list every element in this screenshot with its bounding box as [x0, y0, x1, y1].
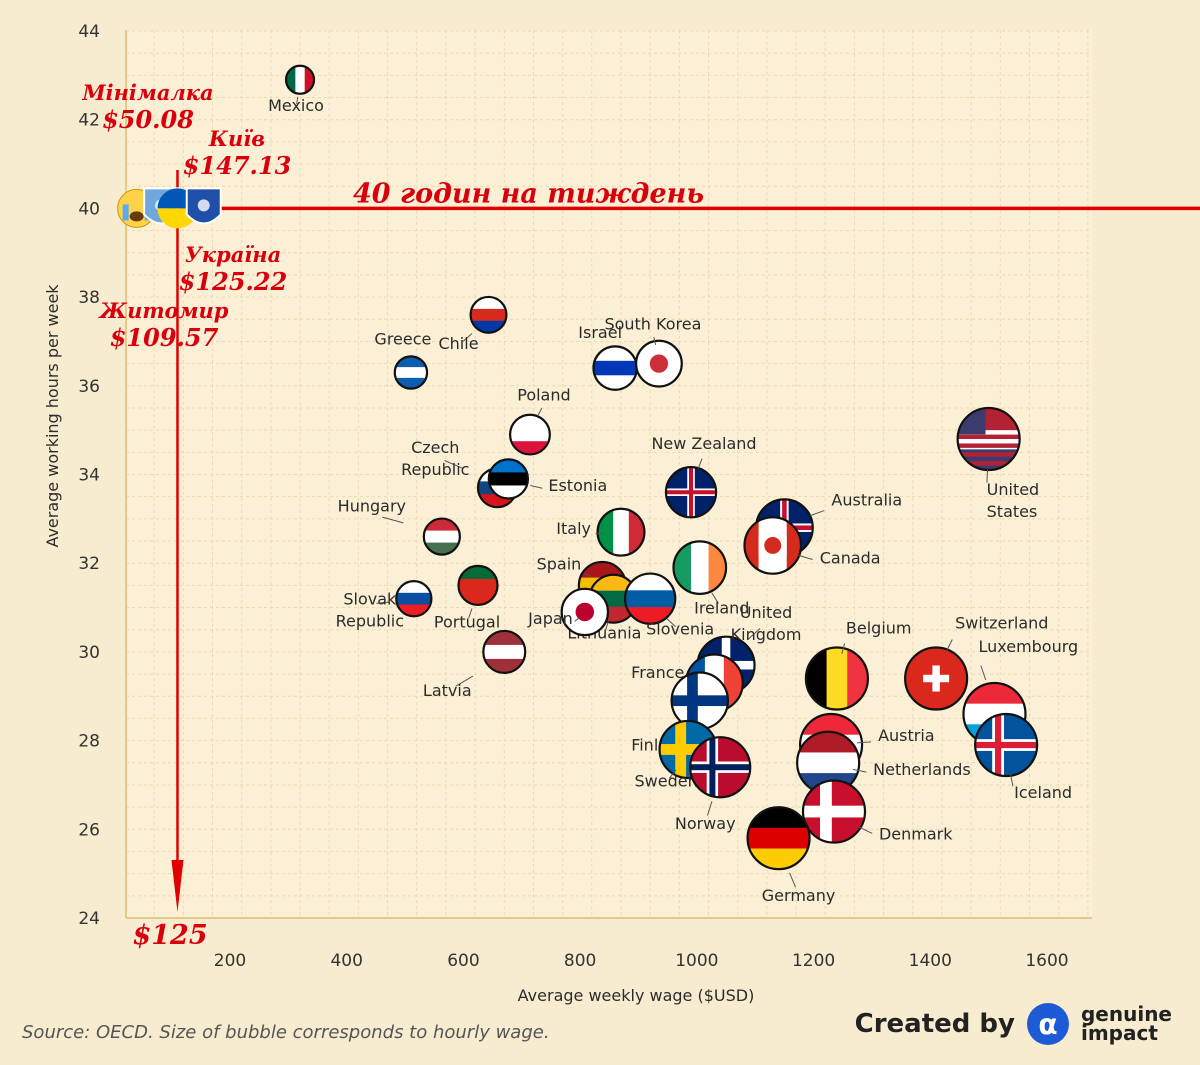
y-tick-label: 32 — [78, 554, 100, 574]
annotation-title: Мінімалка — [81, 80, 213, 105]
y-tick-label: 42 — [78, 111, 100, 131]
country-label: Italy — [556, 519, 591, 538]
x-tick-label: 1600 — [1025, 951, 1068, 971]
y-tick-label: 30 — [78, 643, 100, 663]
x-axis-label: Average weekly wage ($USD) — [518, 986, 755, 1005]
country-label: New Zealand — [651, 434, 756, 453]
country-label: Norway — [675, 814, 736, 833]
annotation-value: $147.13 — [183, 151, 292, 180]
y-tick-label: 34 — [78, 466, 100, 486]
x-tick-label: 1200 — [792, 951, 835, 971]
y-tick-label: 44 — [78, 22, 100, 42]
created-by-label: Created by — [855, 1009, 1015, 1039]
country-label: Chile — [438, 334, 478, 353]
country-label: Austria — [878, 726, 935, 745]
country-label: Mexico — [268, 96, 324, 115]
y-tick-label: 28 — [78, 732, 100, 752]
country-label: Belgium — [846, 619, 912, 638]
country-label: South Korea — [604, 315, 701, 334]
x-tick-label: 600 — [447, 951, 479, 971]
country-label: Switzerland — [955, 614, 1048, 633]
country-label: Slovenia — [646, 620, 714, 639]
annotation-title: Україна — [185, 242, 281, 267]
country-label: Spain — [537, 554, 582, 573]
brand-name: genuine impact — [1081, 1005, 1172, 1043]
annotation-title: Житомир — [98, 298, 229, 323]
annotation-value: $50.08 — [102, 105, 194, 134]
country-label: Japan — [527, 609, 573, 628]
y-tick-label: 38 — [78, 288, 100, 308]
country-label: Australia — [831, 491, 902, 510]
x-tick-label: 200 — [214, 951, 246, 971]
country-label: Luxembourg — [978, 637, 1078, 656]
country-label: Greece — [374, 329, 431, 348]
brand-name-line2: impact — [1081, 1021, 1158, 1045]
y-tick-label: 26 — [78, 820, 100, 840]
country-label: Canada — [820, 548, 881, 567]
country-label: Denmark — [879, 825, 953, 844]
x-tick-label: 1000 — [675, 951, 718, 971]
country-label: Hungary — [338, 497, 406, 516]
x-tick-label: 400 — [330, 951, 362, 971]
country-label: Portugal — [434, 612, 500, 631]
country-label: Germany — [762, 886, 836, 905]
country-label: Sweden — [634, 771, 697, 790]
country-label: Estonia — [548, 476, 607, 495]
y-tick-label: 36 — [78, 377, 100, 397]
country-label: France — [631, 663, 684, 682]
country-label: Iceland — [1014, 783, 1072, 802]
hours-40-label: 40 годин на тиждень — [353, 178, 704, 209]
annotation-value: $109.57 — [110, 323, 219, 352]
country-label: Latvia — [423, 681, 472, 700]
kyiv-coat-of-arms-icon — [187, 188, 221, 223]
genuine-impact-logo-icon: α — [1027, 1003, 1069, 1045]
brand-credit: Created by α genuine impact — [855, 1003, 1172, 1045]
y-tick-label: 40 — [78, 199, 100, 219]
x-tick-label: 800 — [564, 951, 596, 971]
country-label: Poland — [517, 386, 570, 405]
annotation-value: $125.22 — [179, 267, 288, 296]
country-label: Netherlands — [873, 760, 971, 779]
wage-125-label: $125 — [132, 920, 207, 951]
source-note: Source: OECD. Size of bubble corresponds… — [22, 1022, 550, 1043]
y-axis-label: Average working hours per week — [43, 284, 62, 548]
y-tick-label: 24 — [78, 909, 100, 929]
x-tick-label: 1400 — [909, 951, 952, 971]
annotation-title: Київ — [208, 126, 265, 151]
